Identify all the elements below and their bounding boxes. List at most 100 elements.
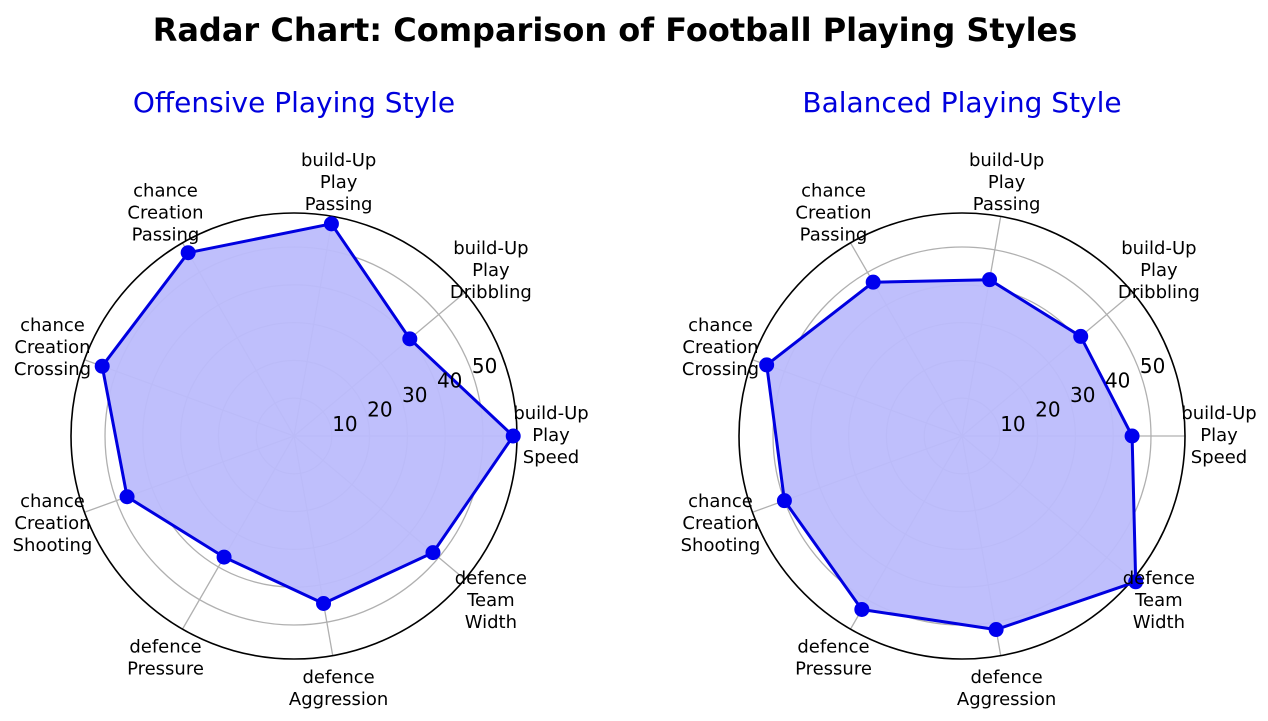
axis-label-line: build-Up: [969, 150, 1044, 171]
data-point-chance-creation-passing: [180, 245, 196, 261]
data-point-build-up-play-speed: [505, 428, 521, 444]
axis-label-line: chance: [20, 315, 85, 336]
axis-label-line: Aggression: [289, 689, 388, 710]
axis-label-line: Creation: [682, 513, 758, 534]
axis-label-line: chance: [20, 491, 85, 512]
axis-label-line: Pressure: [127, 659, 204, 680]
r-tick-label: 30: [402, 383, 427, 407]
data-point-defence-aggression: [316, 596, 332, 612]
axis-label-line: Aggression: [957, 689, 1056, 710]
data-point-defence-pressure: [854, 601, 870, 617]
axis-label-line: chance: [801, 180, 866, 201]
axis-label-line: Speed: [1191, 447, 1247, 468]
axis-label-line: Play: [1140, 260, 1178, 281]
data-point-chance-creation-shooting: [119, 489, 135, 505]
axis-label-line: defence: [797, 637, 869, 658]
r-tick-label: 10: [1000, 412, 1025, 436]
series-line: [100, 222, 515, 605]
axis-label-line: Creation: [14, 513, 90, 534]
data-point-defence-pressure: [216, 549, 232, 565]
axis-label-line: Crossing: [682, 359, 759, 380]
axis-label-line: Passing: [973, 194, 1041, 215]
series-area: [102, 223, 514, 604]
data-point-build-up-play-dribbling: [1073, 328, 1089, 344]
panel-title-offensive: Offensive Playing Style: [133, 86, 455, 119]
r-tick-label: 40: [1105, 369, 1130, 393]
axis-label-line: Speed: [523, 447, 579, 468]
axis-label-line: Width: [1133, 612, 1185, 633]
axis-label-line: Crossing: [14, 359, 91, 380]
data-point-defence-team-width: [425, 545, 441, 561]
axis-label-line: Creation: [127, 202, 203, 223]
data-point-defence-team-width: [1128, 574, 1144, 590]
axis-label-line: build-Up: [513, 403, 588, 424]
data-point-chance-creation-shooting: [776, 493, 792, 509]
axis-label-line: defence: [129, 637, 201, 658]
radar-panel-balanced: Balanced Playing Style 10 20 30 40 50 build-Up…: [681, 86, 1257, 710]
axis-label-line: build-Up: [1121, 238, 1196, 259]
axis-label-line: Play: [320, 172, 358, 193]
axis-label-line: Shooting: [681, 535, 761, 556]
data-point-chance-creation-crossing: [759, 357, 775, 373]
axis-label-line: Shooting: [13, 535, 93, 556]
axis-label-line: Creation: [795, 202, 871, 223]
axis-label-line: defence: [455, 568, 527, 589]
axis-label-line: build-Up: [453, 238, 528, 259]
axis-label-line: Passing: [800, 224, 868, 245]
radar-panel-offensive: Offensive Playing Style 10 20 30 40 50 build-U…: [13, 86, 589, 710]
data-point-build-up-play-dribbling: [402, 331, 418, 347]
axis-label-line: Play: [1200, 425, 1238, 446]
axis-label-line: Play: [532, 425, 570, 446]
axis-label-line: Passing: [132, 224, 200, 245]
data-point-build-up-play-speed: [1124, 428, 1140, 444]
axis-label-line: Play: [472, 260, 510, 281]
axis-label-line: Team: [466, 590, 515, 611]
axis-label-line: build-Up: [301, 150, 376, 171]
data-point-build-up-play-passing: [982, 272, 998, 288]
data-point-chance-creation-crossing: [94, 358, 110, 374]
axis-label-line: Passing: [305, 194, 373, 215]
r-tick-label: 50: [1140, 354, 1165, 378]
r-tick-label: 50: [472, 354, 497, 378]
axis-label-line: Dribbling: [1118, 282, 1200, 303]
radar-outline: [738, 212, 1186, 660]
axis-label-line: defence: [302, 667, 374, 688]
axis-label-line: Creation: [682, 337, 758, 358]
r-tick-label: 20: [367, 398, 392, 422]
axis-label-line: chance: [688, 491, 753, 512]
axis-label-line: Team: [1134, 590, 1183, 611]
axis-label-line: Width: [465, 612, 517, 633]
axis-label-line: Pressure: [795, 659, 872, 680]
panel-title-balanced: Balanced Playing Style: [802, 86, 1121, 119]
axis-label-line: build-Up: [1181, 403, 1256, 424]
figure-title: Radar Chart: Comparison of Football Play…: [153, 11, 1078, 49]
axis-label-line: Play: [988, 172, 1026, 193]
series-area: [766, 279, 1136, 630]
data-point-defence-aggression: [988, 622, 1004, 638]
r-tick-label: 40: [437, 369, 462, 393]
r-tick-label: 30: [1070, 383, 1095, 407]
data-point-chance-creation-passing: [865, 274, 881, 290]
series-line: [765, 278, 1138, 632]
axis-label-line: chance: [133, 180, 198, 201]
axis-label-line: Dribbling: [450, 282, 532, 303]
r-tick-label: 10: [332, 412, 357, 436]
